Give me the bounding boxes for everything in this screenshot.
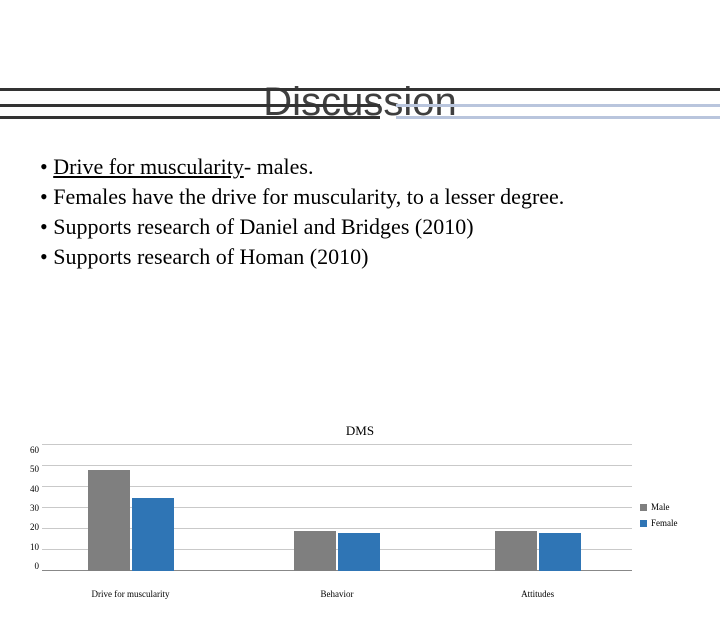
x-label: Behavior — [321, 589, 354, 599]
legend-item-female: Female — [640, 518, 700, 528]
bar — [338, 533, 380, 571]
bullet-list: Drive for muscularity- males. Females ha… — [40, 153, 680, 272]
dms-chart: DMS 60 50 40 30 20 10 0 Male Female Driv… — [20, 423, 700, 608]
x-axis-labels: Drive for muscularity Behavior Attitudes — [42, 589, 632, 603]
plot-area — [42, 445, 632, 571]
bar-group — [294, 531, 380, 571]
chart-title: DMS — [20, 423, 700, 439]
legend: Male Female — [632, 445, 700, 585]
swatch-male — [640, 504, 647, 511]
bar — [132, 498, 174, 572]
legend-item-male: Male — [640, 502, 700, 512]
bar — [88, 470, 130, 571]
y-axis-labels: 60 50 40 30 20 10 0 — [20, 445, 42, 571]
x-label: Attitudes — [521, 589, 554, 599]
header-decoration — [0, 80, 720, 124]
bullet-item: Females have the drive for muscularity, … — [40, 183, 680, 211]
bar-group — [495, 531, 581, 571]
bar — [294, 531, 336, 571]
bar-group — [88, 470, 174, 571]
x-label: Drive for muscularity — [92, 589, 170, 599]
bullet-item: Supports research of Homan (2010) — [40, 243, 680, 271]
bullet-item: Drive for muscularity- males. — [40, 153, 680, 181]
bar — [539, 533, 581, 571]
bar — [495, 531, 537, 571]
bullet-item: Supports research of Daniel and Bridges … — [40, 213, 680, 241]
swatch-female — [640, 520, 647, 527]
